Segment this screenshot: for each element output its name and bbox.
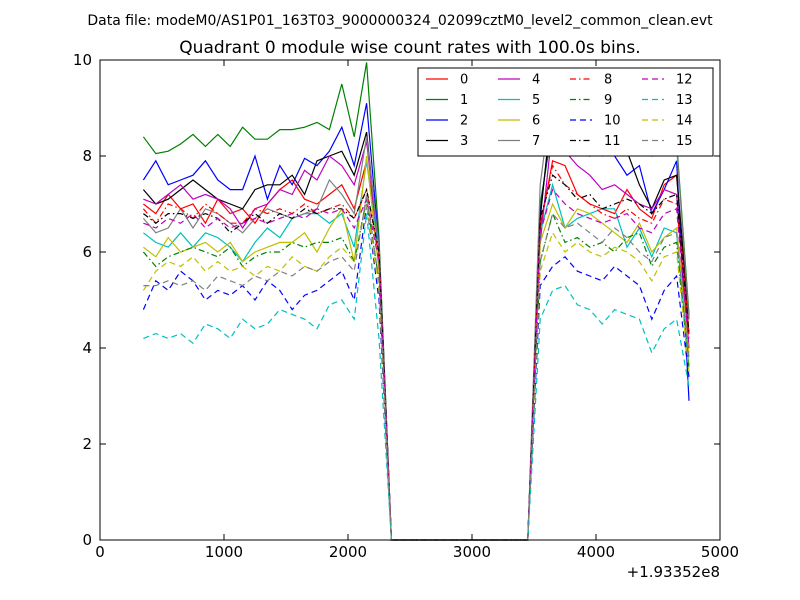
legend-label-9: 9 [604, 93, 612, 108]
x-tick-label: 2000 [329, 543, 367, 561]
y-tick-label: 6 [82, 243, 92, 261]
axes-frame [99, 59, 721, 541]
x-offset-label: +1.93352e8 [627, 563, 720, 581]
legend-box [417, 67, 714, 157]
series-line-15 [143, 194, 690, 541]
legend-label-11: 11 [604, 134, 621, 149]
x-tick-label: 3000 [453, 543, 491, 561]
y-tick-label: 10 [73, 51, 92, 69]
x-tick-label: 1000 [205, 543, 243, 561]
y-tick-label: 0 [82, 531, 92, 549]
legend-label-4: 4 [532, 73, 540, 88]
legend-label-8: 8 [604, 73, 612, 88]
legend-label-3: 3 [460, 134, 468, 149]
y-tick-label: 2 [82, 435, 92, 453]
y-tick-label: 4 [82, 339, 92, 357]
legend-label-15: 15 [676, 134, 693, 149]
x-tick-label: 5000 [701, 543, 739, 561]
legend-label-10: 10 [604, 114, 621, 129]
y-tick-label: 8 [82, 147, 92, 165]
x-tick-label: 0 [95, 543, 105, 561]
legend-label-14: 14 [676, 114, 693, 129]
x-tick-label: 4000 [577, 543, 615, 561]
legend-label-1: 1 [460, 93, 468, 108]
legend-label-0: 0 [460, 73, 468, 88]
legend-label-5: 5 [532, 93, 540, 108]
series-line-10 [142, 203, 690, 541]
chart-title: Quadrant 0 module wise count rates with … [179, 38, 640, 58]
legend-label-12: 12 [676, 73, 693, 88]
legend-label-7: 7 [532, 134, 540, 149]
legend-label-2: 2 [460, 114, 468, 129]
legend-label-6: 6 [532, 114, 540, 129]
legend-label-13: 13 [676, 93, 693, 108]
figure-supertitle: Data file: modeM0/AS1P01_163T03_90000003… [87, 13, 713, 29]
series-line-14 [142, 203, 690, 541]
